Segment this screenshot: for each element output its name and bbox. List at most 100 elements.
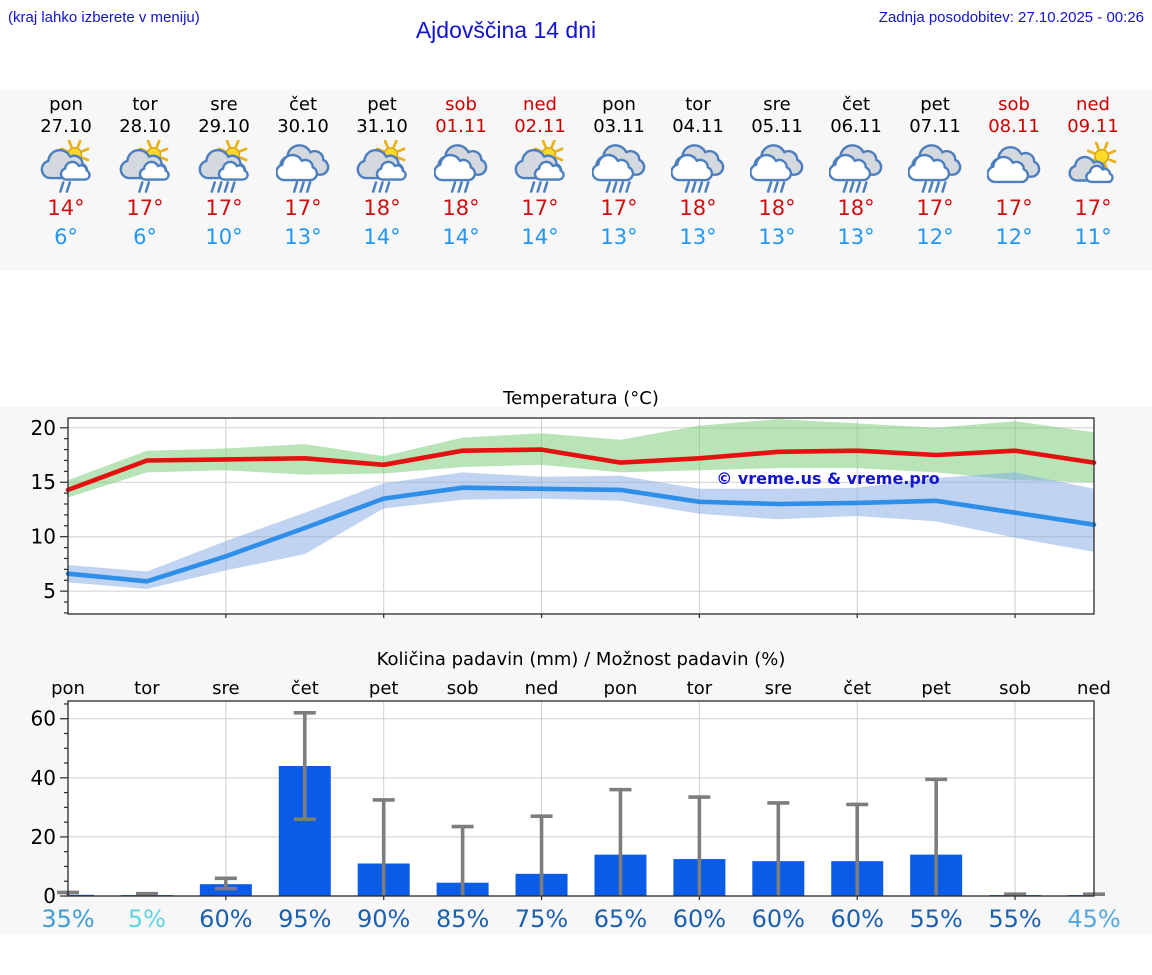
low-temperature-label: 12° [995,225,1033,249]
rain-streaks [59,181,72,193]
cloud-shape [138,160,170,181]
whisker [214,876,237,891]
probability-label: 85% [436,905,489,933]
daily-forecast-row: pon 27.10 14° 6° tor 28.10 17° 6° sre 29.10 17° 10°… [0,90,1152,271]
sun-cloud-rain-icon [356,140,407,193]
forecast-day: pet 07.11 17° 12° [897,90,973,250]
day-name-label: tor [132,94,158,115]
probability-label: 60% [199,905,252,933]
whisker [688,795,711,896]
day-date-label: 04.11 [672,116,724,137]
day-name-label: pet [367,94,397,115]
rain-streaks [529,181,549,193]
high-temperature-label: 18° [363,196,401,220]
whisker [925,777,948,896]
precipitation-chart: Količina padavin (mm) / Možnost padavin … [31,649,1121,933]
cloud-shape [592,153,635,182]
rain-streaks [371,181,391,193]
cloud-rain-icon [592,144,646,193]
forecast-day: tor 28.10 17° 6° [107,90,183,250]
whisker [767,801,790,896]
whisker [451,824,474,896]
cloud-shape [217,160,249,181]
high-temperature-label: 18° [837,196,875,220]
page-title: Ajdovščina 14 dni [415,17,597,43]
rain-streaks [292,181,312,193]
probability-label: 75% [515,905,568,933]
precip-day-label: tor [134,678,160,699]
precip-day-label: pet [921,678,951,699]
high-temperature-label: 17° [284,196,322,220]
precipitation-chart-title: Količina padavin (mm) / Možnost padavin … [377,649,786,670]
sun-cloud-rain-icon [198,140,249,193]
low-temperature-label: 13° [758,225,796,249]
low-temperature-label: 11° [1074,225,1112,249]
precip-bars [68,766,1094,896]
cloud-shape [671,153,714,182]
forecast-strip-background [0,90,1152,271]
y-axis-label: 20 [31,825,56,849]
rain-streaks [605,181,631,193]
day-date-label: 08.11 [988,116,1040,137]
high-temperature-label: 17° [995,196,1033,220]
probability-label: 60% [831,905,884,933]
y-axis-label: 20 [31,416,56,440]
forecast-day: čet 30.10 17° 13° [265,90,341,250]
forecast-day: pon 03.11 17° 13° [581,90,657,250]
rain-streaks [210,181,236,193]
precip-day-label: pet [369,678,399,699]
day-name-label: pon [602,94,636,115]
high-temperature-label: 17° [126,196,164,220]
cloud-shape [276,153,319,182]
precip-day-label: pon [604,678,638,699]
whisker [372,798,395,896]
day-date-label: 30.10 [277,116,329,137]
precip-day-label: čet [291,678,319,699]
sun-cloud-rain-icon [514,140,565,193]
cloud-rain-icon [750,144,804,193]
probability-label: 55% [988,905,1041,933]
sun-cloud-rain-icon [40,140,91,193]
precip-day-label: sre [212,678,239,699]
low-temperature-label: 12° [916,225,954,249]
probability-label: 90% [357,905,410,933]
rain-streaks [450,181,470,193]
precip-day-label: čet [843,678,871,699]
watermark: © vreme.us & vreme.pro [716,469,939,488]
precip-day-label: ned [525,678,559,699]
forecast-day: pet 31.10 18° 14° [344,90,420,250]
day-name-label: tor [685,94,711,115]
low-temperature-label: 14° [363,225,401,249]
rain-streaks [684,181,710,193]
day-name-label: sob [998,94,1030,115]
min-temp-line [65,485,1097,584]
location-menu-hint: (kraj lahko izberete v meniju) [8,9,200,26]
cloud-icon [987,146,1041,184]
forecast-day: pon 27.10 14° 6° [28,90,104,250]
precip-day-label: pon [51,678,85,699]
low-temperature-label: 6° [133,225,157,249]
forecast-day: ned 09.11 17° 11° [1055,90,1131,250]
cloud-rain-icon [829,144,883,193]
max-temp-line [65,447,1097,493]
probability-label: 60% [673,905,726,933]
precip-day-label: ned [1077,678,1111,699]
y-axis-label: 5 [43,579,56,603]
sun-cloud-rain-icon [119,140,170,193]
low-temperature-label: 13° [284,225,322,249]
day-date-label: 31.10 [356,116,408,137]
high-temperature-label: 17° [916,196,954,220]
y-axis-label: 15 [31,470,56,494]
day-date-label: 05.11 [751,116,803,137]
rain-streaks [921,181,947,193]
low-temperature-label: 14° [521,225,559,249]
day-name-label: sre [210,94,238,115]
cloud-rain-icon [671,144,725,193]
forecast-day: sob 08.11 17° 12° [976,90,1052,250]
whisker [846,802,869,896]
y-axis-label: 0 [43,884,56,908]
low-temperature-label: 6° [54,225,78,249]
cloud-shape [908,153,951,182]
probability-label: 95% [278,905,331,933]
cloud-shape [1085,164,1114,184]
